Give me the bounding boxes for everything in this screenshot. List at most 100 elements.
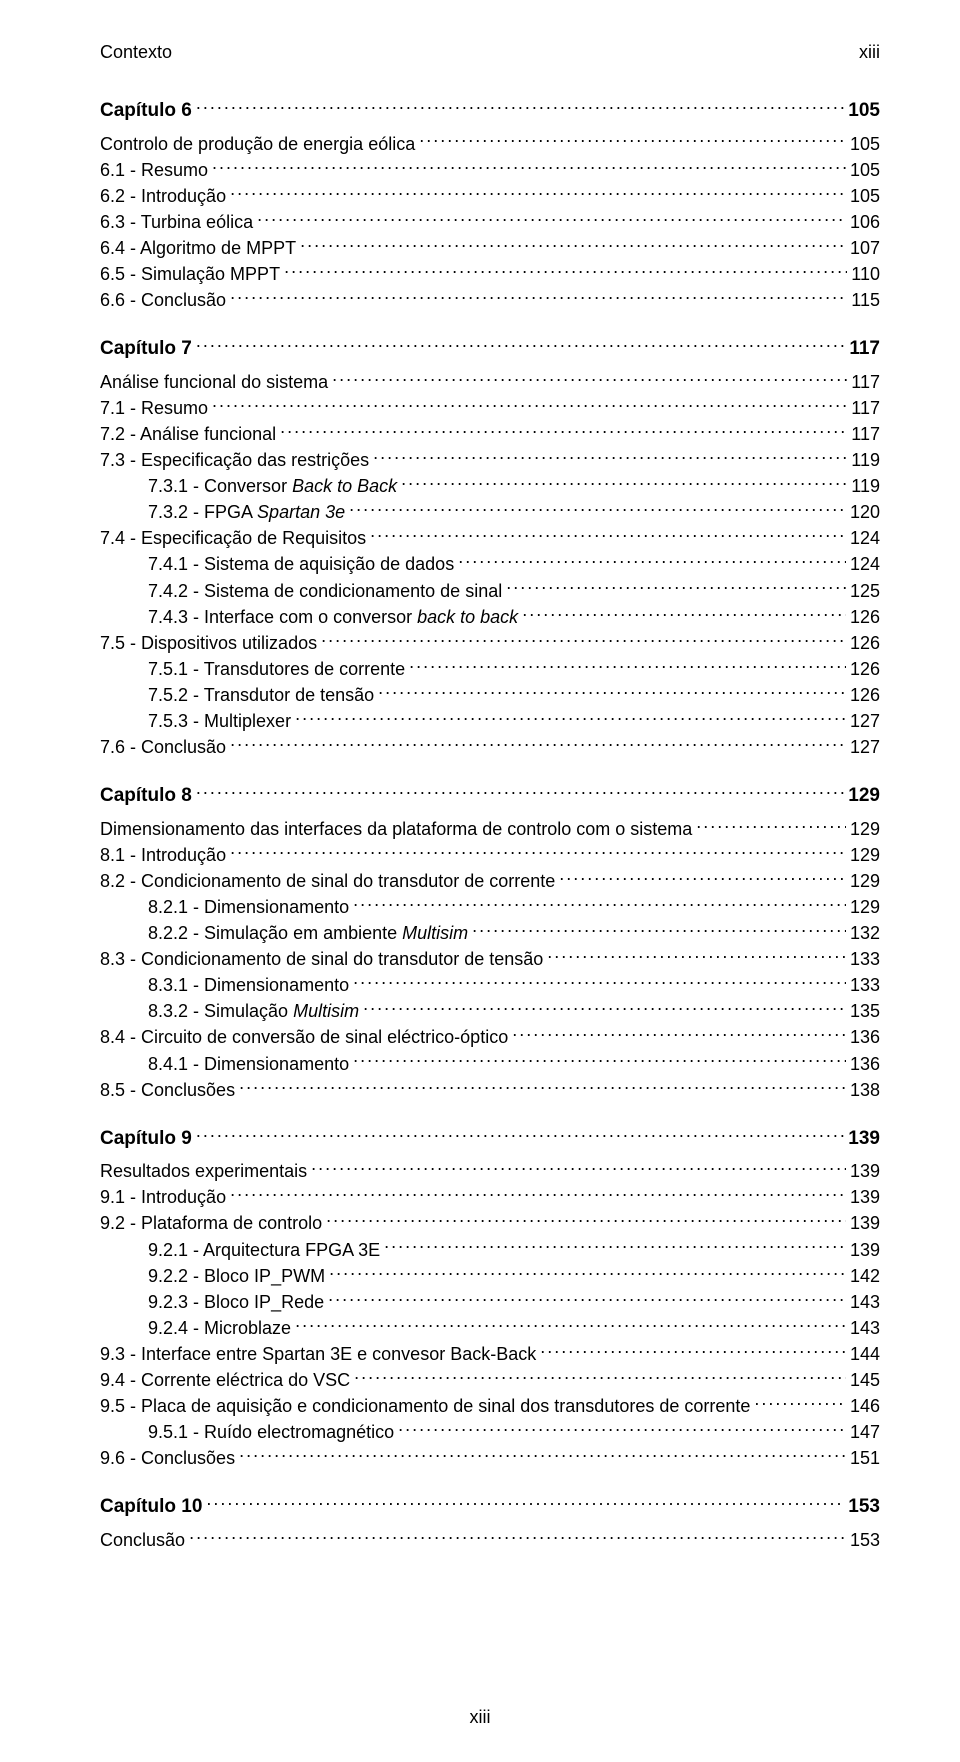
toc-leader-dots — [196, 1126, 844, 1144]
toc-entry-text: 9.2.4 - Microblaze — [148, 1315, 291, 1341]
toc-entry-text: Capítulo 8 — [100, 782, 192, 810]
toc-entry-row: 8.2 - Condicionamento de sinal do transd… — [100, 868, 880, 894]
toc-leader-dots — [295, 709, 846, 727]
toc-leader-dots — [349, 500, 846, 518]
toc-entry-row: 7.4.3 - Interface com o conversor back t… — [100, 604, 880, 630]
toc-leader-dots — [353, 973, 846, 991]
running-header: Contexto xiii — [100, 42, 880, 63]
toc-entry-page: 117 — [851, 369, 880, 395]
toc-leader-dots — [212, 396, 847, 414]
toc-entry-row: Dimensionamento das interfaces da plataf… — [100, 816, 880, 842]
toc-entry-page: 138 — [850, 1077, 880, 1103]
toc-leader-dots — [196, 98, 844, 116]
toc-entry-row: 8.5 - Conclusões138 — [100, 1077, 880, 1103]
toc-entry-page: 126 — [850, 656, 880, 682]
toc-leader-dots — [458, 552, 846, 570]
toc-leader-dots — [189, 1528, 846, 1546]
toc-entry-page: 139 — [850, 1158, 880, 1184]
toc-entry-row: 7.5.2 - Transdutor de tensão 126 — [100, 682, 880, 708]
toc-leader-dots — [332, 370, 847, 388]
toc-entry-page: 139 — [850, 1184, 880, 1210]
toc-leader-dots — [321, 631, 846, 649]
toc-entry-page: 105 — [850, 131, 880, 157]
toc-entry-text: 6.2 - Introdução — [100, 183, 226, 209]
toc-entry-page: 110 — [851, 261, 880, 287]
toc-entry-row: 7.5 - Dispositivos utilizados126 — [100, 630, 880, 656]
toc-entry-row: 7.3 - Especificação das restrições119 — [100, 447, 880, 473]
toc-entry-row: 7.4 - Especificação de Requisitos 124 — [100, 525, 880, 551]
toc-leader-dots — [230, 843, 846, 861]
toc-entry-page: 144 — [850, 1341, 880, 1367]
toc-leader-dots — [354, 1368, 846, 1386]
toc-entry-row: 7.1 - Resumo117 — [100, 395, 880, 421]
toc-entry-page: 117 — [851, 395, 880, 421]
toc-entry-page: 126 — [850, 630, 880, 656]
toc-leader-dots — [540, 1342, 846, 1360]
toc-entry-page: 106 — [850, 209, 880, 235]
toc-entry-row: 9.6 - Conclusões151 — [100, 1445, 880, 1471]
toc-entry-text: 9.2.2 - Bloco IP_PWM — [148, 1263, 325, 1289]
toc-entry-text: Resultados experimentais — [100, 1158, 307, 1184]
toc-leader-dots — [326, 1211, 846, 1229]
toc-entry-row: 7.2 - Análise funcional 117 — [100, 421, 880, 447]
toc-entry-row: 9.2.1 - Arquitectura FPGA 3E139 — [100, 1237, 880, 1263]
toc-entry-text: 7.5.1 - Transdutores de corrente — [148, 656, 405, 682]
toc-entry-text: Capítulo 6 — [100, 97, 192, 125]
toc-entry-text: 9.4 - Corrente eléctrica do VSC — [100, 1367, 350, 1393]
toc-entry-row: 8.3 - Condicionamento de sinal do transd… — [100, 946, 880, 972]
toc-leader-dots — [363, 999, 846, 1017]
toc-chapter-row: Capítulo 10 153 — [100, 1493, 880, 1521]
toc-entry-page: 153 — [850, 1527, 880, 1553]
toc-entry-page: 126 — [850, 604, 880, 630]
toc-entry-text: 9.3 - Interface entre Spartan 3E e conve… — [100, 1341, 536, 1367]
toc-entry-row: 9.1 - Introdução139 — [100, 1184, 880, 1210]
toc-entry-page: 129 — [848, 782, 880, 810]
header-right: xiii — [859, 42, 880, 63]
toc-leader-dots — [257, 210, 846, 228]
toc-leader-dots — [353, 1052, 846, 1070]
toc-entry-text: 7.2 - Análise funcional — [100, 421, 276, 447]
toc-entry-page: 127 — [850, 734, 880, 760]
toc-entry-row: 7.5.3 - Multiplexer127 — [100, 708, 880, 734]
toc-entry-text: 8.4 - Circuito de conversão de sinal elé… — [100, 1024, 508, 1050]
toc-entry-page: 107 — [850, 235, 880, 261]
toc-entry-row: 8.2.2 - Simulação em ambiente Multisim13… — [100, 920, 880, 946]
toc-entry-page: 125 — [850, 578, 880, 604]
toc-entry-page: 124 — [850, 525, 880, 551]
toc-entry-row: 9.2.4 - Microblaze143 — [100, 1315, 880, 1341]
toc-entry-page: 105 — [848, 97, 880, 125]
page: Contexto xiii Capítulo 6 105Controlo de … — [0, 0, 960, 1762]
toc-entry-page: 136 — [850, 1051, 880, 1077]
toc-leader-dots — [328, 1290, 846, 1308]
toc-entry-page: 133 — [850, 946, 880, 972]
toc-entry-page: 117 — [851, 421, 880, 447]
toc-entry-row: 8.4 - Circuito de conversão de sinal elé… — [100, 1024, 880, 1050]
toc-entry-text: 7.3.1 - Conversor Back to Back — [148, 473, 397, 499]
toc-entry-row: 8.2.1 - Dimensionamento129 — [100, 894, 880, 920]
header-left: Contexto — [100, 42, 172, 63]
toc-entry-row: 7.3.2 - FPGA Spartan 3e120 — [100, 499, 880, 525]
toc-entry-text: 9.2.1 - Arquitectura FPGA 3E — [148, 1237, 380, 1263]
toc-entry-text: 7.5.2 - Transdutor de tensão — [148, 682, 374, 708]
toc-entry-row: 6.4 - Algoritmo de MPPT107 — [100, 235, 880, 261]
toc-entry-text: 7.4.2 - Sistema de condicionamento de si… — [148, 578, 502, 604]
toc-entry-page: 139 — [848, 1125, 880, 1153]
toc-leader-dots — [409, 657, 846, 675]
toc-leader-dots — [280, 422, 847, 440]
toc-leader-dots — [230, 288, 847, 306]
toc-entry-row: 7.4.1 - Sistema de aquisição de dados124 — [100, 551, 880, 577]
toc-entry-text: Capítulo 10 — [100, 1493, 202, 1521]
toc-leader-dots — [754, 1394, 846, 1412]
toc-entry-text: Análise funcional do sistema — [100, 369, 328, 395]
toc-entry-text: 8.2 - Condicionamento de sinal do transd… — [100, 868, 555, 894]
toc-entry-page: 126 — [850, 682, 880, 708]
toc-entry-row: Conclusão153 — [100, 1527, 880, 1553]
toc-entry-text: 9.5.1 - Ruído electromagnético — [148, 1419, 394, 1445]
toc-entry-text: 7.4 - Especificação de Requisitos — [100, 525, 366, 551]
toc-entry-text: 6.5 - Simulação MPPT — [100, 261, 280, 287]
toc-entry-text: 8.3 - Condicionamento de sinal do transd… — [100, 946, 543, 972]
toc-entry-row: 8.1 - Introdução129 — [100, 842, 880, 868]
toc-entry-text: 7.5.3 - Multiplexer — [148, 708, 291, 734]
toc-entry-text: 9.6 - Conclusões — [100, 1445, 235, 1471]
toc-entry-text: 8.2.1 - Dimensionamento — [148, 894, 349, 920]
